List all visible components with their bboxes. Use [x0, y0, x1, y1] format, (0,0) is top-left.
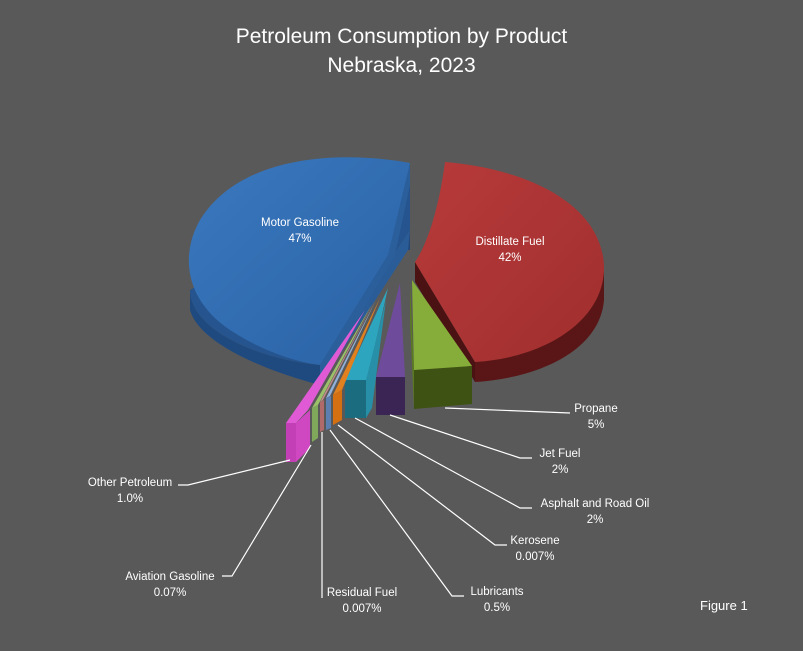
leader-kerosene: [337, 424, 507, 546]
label-residual-fuel: Residual Fuel 0.007%: [320, 585, 404, 617]
leader-other: [178, 459, 291, 486]
label-kerosene: Kerosene 0.007%: [505, 533, 565, 565]
label-value: 0.5%: [483, 602, 511, 614]
label-other-petroleum: Other Petroleum 1.0%: [82, 475, 178, 507]
slice-lubricants[interactable]: [333, 298, 380, 425]
label-name: Lubricants: [470, 586, 524, 598]
label-asphalt-road-oil: Asphalt and Road Oil 2%: [530, 496, 660, 528]
label-value: 2%: [586, 514, 604, 526]
slice-distillate-fuel[interactable]: [415, 162, 605, 382]
label-name: Jet Fuel: [539, 448, 581, 460]
label-aviation-gasoline: Aviation Gasoline 0.07%: [118, 569, 222, 601]
figure-caption: Figure 1: [700, 598, 748, 613]
slice-aviation-gasoline[interactable]: [312, 304, 372, 442]
leader-lines: [178, 407, 571, 598]
label-value: 47%: [288, 233, 312, 245]
leader-propane: [444, 407, 571, 414]
label-lubricants: Lubricants 0.5%: [462, 584, 532, 616]
label-value: 1.0%: [116, 493, 144, 505]
label-distillate-fuel: Distillate Fuel 42%: [460, 234, 560, 266]
label-value: 2%: [551, 464, 569, 476]
label-jet-fuel: Jet Fuel 2%: [530, 446, 590, 478]
slice-propane[interactable]: [410, 280, 472, 409]
slice-asphalt-road-oil[interactable]: [345, 288, 388, 418]
slice-residual-fuel[interactable]: [320, 302, 374, 432]
label-value: 0.007%: [342, 603, 382, 615]
label-motor-gasoline: Motor Gasoline 47%: [250, 215, 350, 247]
leader-lubricants: [329, 429, 464, 597]
label-name: Other Petroleum: [87, 477, 173, 489]
label-name: Residual Fuel: [326, 587, 398, 599]
chart-title-line2: Nebraska, 2023: [327, 54, 476, 77]
label-name: Aviation Gasoline: [125, 571, 215, 583]
chart-title: Petroleum Consumption by Product Nebrask…: [0, 22, 803, 80]
label-name: Distillate Fuel: [475, 236, 545, 248]
slice-jet-fuel[interactable]: [376, 283, 405, 415]
label-name: Kerosene: [510, 535, 560, 547]
label-value: 42%: [498, 252, 522, 264]
label-value: 5%: [587, 419, 605, 431]
label-propane: Propane 5%: [566, 401, 626, 433]
label-name: Asphalt and Road Oil: [540, 498, 650, 510]
slice-other-petroleum[interactable]: [286, 310, 365, 462]
label-name: Propane: [574, 403, 618, 415]
label-value: 0.07%: [153, 587, 187, 599]
slice-kerosene[interactable]: [326, 300, 376, 430]
leader-asphalt: [354, 417, 532, 509]
leader-jet-fuel: [389, 414, 532, 459]
label-name: Motor Gasoline: [261, 217, 339, 229]
label-value: 0.007%: [515, 551, 555, 563]
chart-title-line1: Petroleum Consumption by Product: [235, 25, 568, 48]
leader-aviation: [222, 444, 312, 577]
